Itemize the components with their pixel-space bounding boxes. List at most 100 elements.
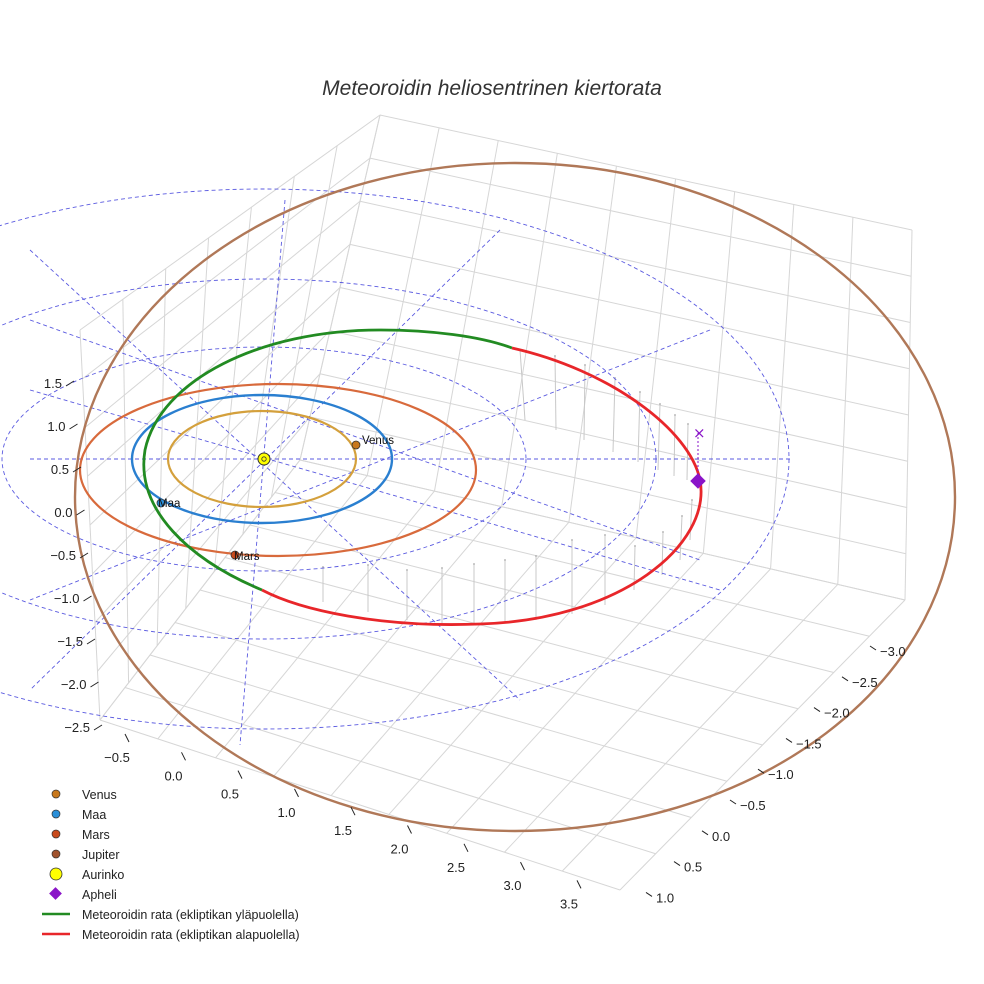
orbit-drop-point <box>659 403 661 405</box>
x-tick-label-tick-mark <box>181 752 186 761</box>
y-tick-label: −0.5 <box>740 798 766 813</box>
floor-gridline <box>124 687 656 855</box>
floor-gridline <box>174 622 728 782</box>
floor-gridline <box>249 524 834 673</box>
orbit-drop-line <box>673 414 676 477</box>
z-tick-label: −2.5 <box>64 720 90 735</box>
orbit-drop-line <box>661 531 664 576</box>
y-tick-label: −2.5 <box>852 675 878 690</box>
x-tick-label-tick-mark <box>463 843 469 853</box>
projection-drop-lines <box>322 349 693 624</box>
z-tick-label: 0.5 <box>51 462 69 477</box>
legend-venus-label: Venus <box>82 788 117 802</box>
y-tick-label-tick-mark <box>701 830 709 836</box>
back-wall-horizontal-gridline <box>309 416 906 555</box>
z-tick-label-tick-mark <box>93 724 103 731</box>
x-tick-label: 3.5 <box>560 896 578 911</box>
z-tick-label: 0.0 <box>54 505 72 520</box>
legend-sun-label: Aurinko <box>82 868 124 882</box>
legend-mars-marker <box>51 829 61 839</box>
back-wall-horizontal-gridline <box>349 243 910 370</box>
x-tick-label-tick-mark <box>237 770 243 779</box>
orbit-drop-point <box>535 555 537 557</box>
orbit-drop-line <box>519 349 526 421</box>
y-tick-label-tick-mark <box>813 707 821 713</box>
mars-label: Mars <box>234 551 260 563</box>
orbit-drop-line <box>583 364 586 441</box>
ecliptic-radial-line <box>239 199 286 746</box>
side-wall-horizontal-gridline <box>87 244 351 477</box>
x-tick-label-tick-mark <box>407 825 412 834</box>
orbit-drop-point <box>604 534 606 536</box>
side-wall-horizontal-gridline <box>97 416 311 672</box>
ecliptic-reference-lines <box>0 188 790 746</box>
mars-marker <box>230 550 240 560</box>
orbit-drop-point <box>662 531 664 533</box>
meteoroid-orbit-above <box>142 328 513 592</box>
z-tick-label-tick-mark <box>65 380 75 387</box>
venus-label: Venus <box>362 435 394 447</box>
back-wall-horizontal-gridline <box>359 200 911 323</box>
y-tick-label-tick-mark <box>673 861 681 867</box>
ecliptic-ring <box>1 346 527 572</box>
legend: Venus Maa Mars Jupiter Aurinko Apheli Me… <box>42 788 299 942</box>
aphelion-projection-marker: × <box>693 424 706 442</box>
side-wall-horizontal-gridline <box>79 114 381 331</box>
ecliptic-radial-line <box>29 249 521 701</box>
axis-tick-labels: 1.51.00.50.0−0.5−1.0−1.5−2.0−2.5−0.50.00… <box>44 376 906 911</box>
z-tick-label-tick-mark <box>90 681 99 688</box>
venus-orbit <box>166 409 358 509</box>
y-tick-label: −3.0 <box>880 644 906 659</box>
back-wall-horizontal-gridline <box>329 330 908 462</box>
legend-jupiter-marker <box>51 849 61 859</box>
orbit-drop-line <box>554 355 557 431</box>
legend-orbit-above-label: Meteoroidin rata (ekliptikan yläpuolella… <box>82 908 299 922</box>
floor-gridline <box>299 459 906 601</box>
y-tick-label-tick-mark <box>785 737 793 743</box>
orbit-drop-point <box>473 563 475 565</box>
orbit-drop-point <box>634 545 636 547</box>
orbit-drop-point <box>554 355 556 357</box>
meteoroid-orbit-below <box>261 346 703 626</box>
ecliptic-radial-line <box>29 329 711 601</box>
orbit-drop-point <box>571 539 573 541</box>
y-tick-label-tick-mark <box>869 645 877 651</box>
y-tick-label-tick-mark <box>841 676 849 682</box>
z-tick-label: −0.5 <box>50 548 76 563</box>
legend-mars-label: Mars <box>82 828 110 842</box>
x-tick-label-tick-mark <box>124 733 130 743</box>
x-tick-label: 1.0 <box>277 805 295 820</box>
orbit-drop-point <box>687 423 689 425</box>
side-wall-horizontal-gridline <box>92 330 331 575</box>
orbit-drop-point <box>441 567 443 569</box>
x-tick-label: 0.5 <box>221 787 239 802</box>
orbit-drop-line <box>679 515 683 561</box>
legend-aphelion-marker <box>49 887 62 900</box>
y-tick-label: 1.0 <box>656 890 674 905</box>
x-tick-label: 3.0 <box>503 878 521 893</box>
jupiter-orbit <box>73 161 957 833</box>
legend-sun-marker <box>49 867 63 881</box>
orbit-drop-point <box>504 559 506 561</box>
y-tick-label-tick-mark <box>645 891 653 897</box>
side-wall-horizontal-gridline <box>89 287 341 526</box>
orbit-drop-point <box>691 499 693 501</box>
x-tick-label: 0.0 <box>164 768 182 783</box>
x-tick-label-tick-mark <box>294 788 299 798</box>
z-tick-label-tick-mark <box>72 466 82 473</box>
legend-orbit-below-label: Meteoroidin rata (ekliptikan alapuolella… <box>82 928 299 942</box>
z-tick-label: −1.5 <box>57 634 83 649</box>
aphelion-marker <box>690 473 706 489</box>
orbit-drop-point <box>674 414 676 416</box>
z-tick-label: 1.5 <box>44 376 62 391</box>
y-tick-label-tick-mark <box>729 799 737 805</box>
venus-marker <box>351 440 361 450</box>
legend-aphelion-label: Apheli <box>82 888 117 902</box>
axis-grid <box>79 114 913 891</box>
maa-label: Maa <box>158 498 181 510</box>
floor-gridline <box>149 654 692 818</box>
x-tick-label: 1.5 <box>334 823 352 838</box>
orbit-drop-point <box>322 566 324 568</box>
orbit-drop-point <box>406 569 408 571</box>
